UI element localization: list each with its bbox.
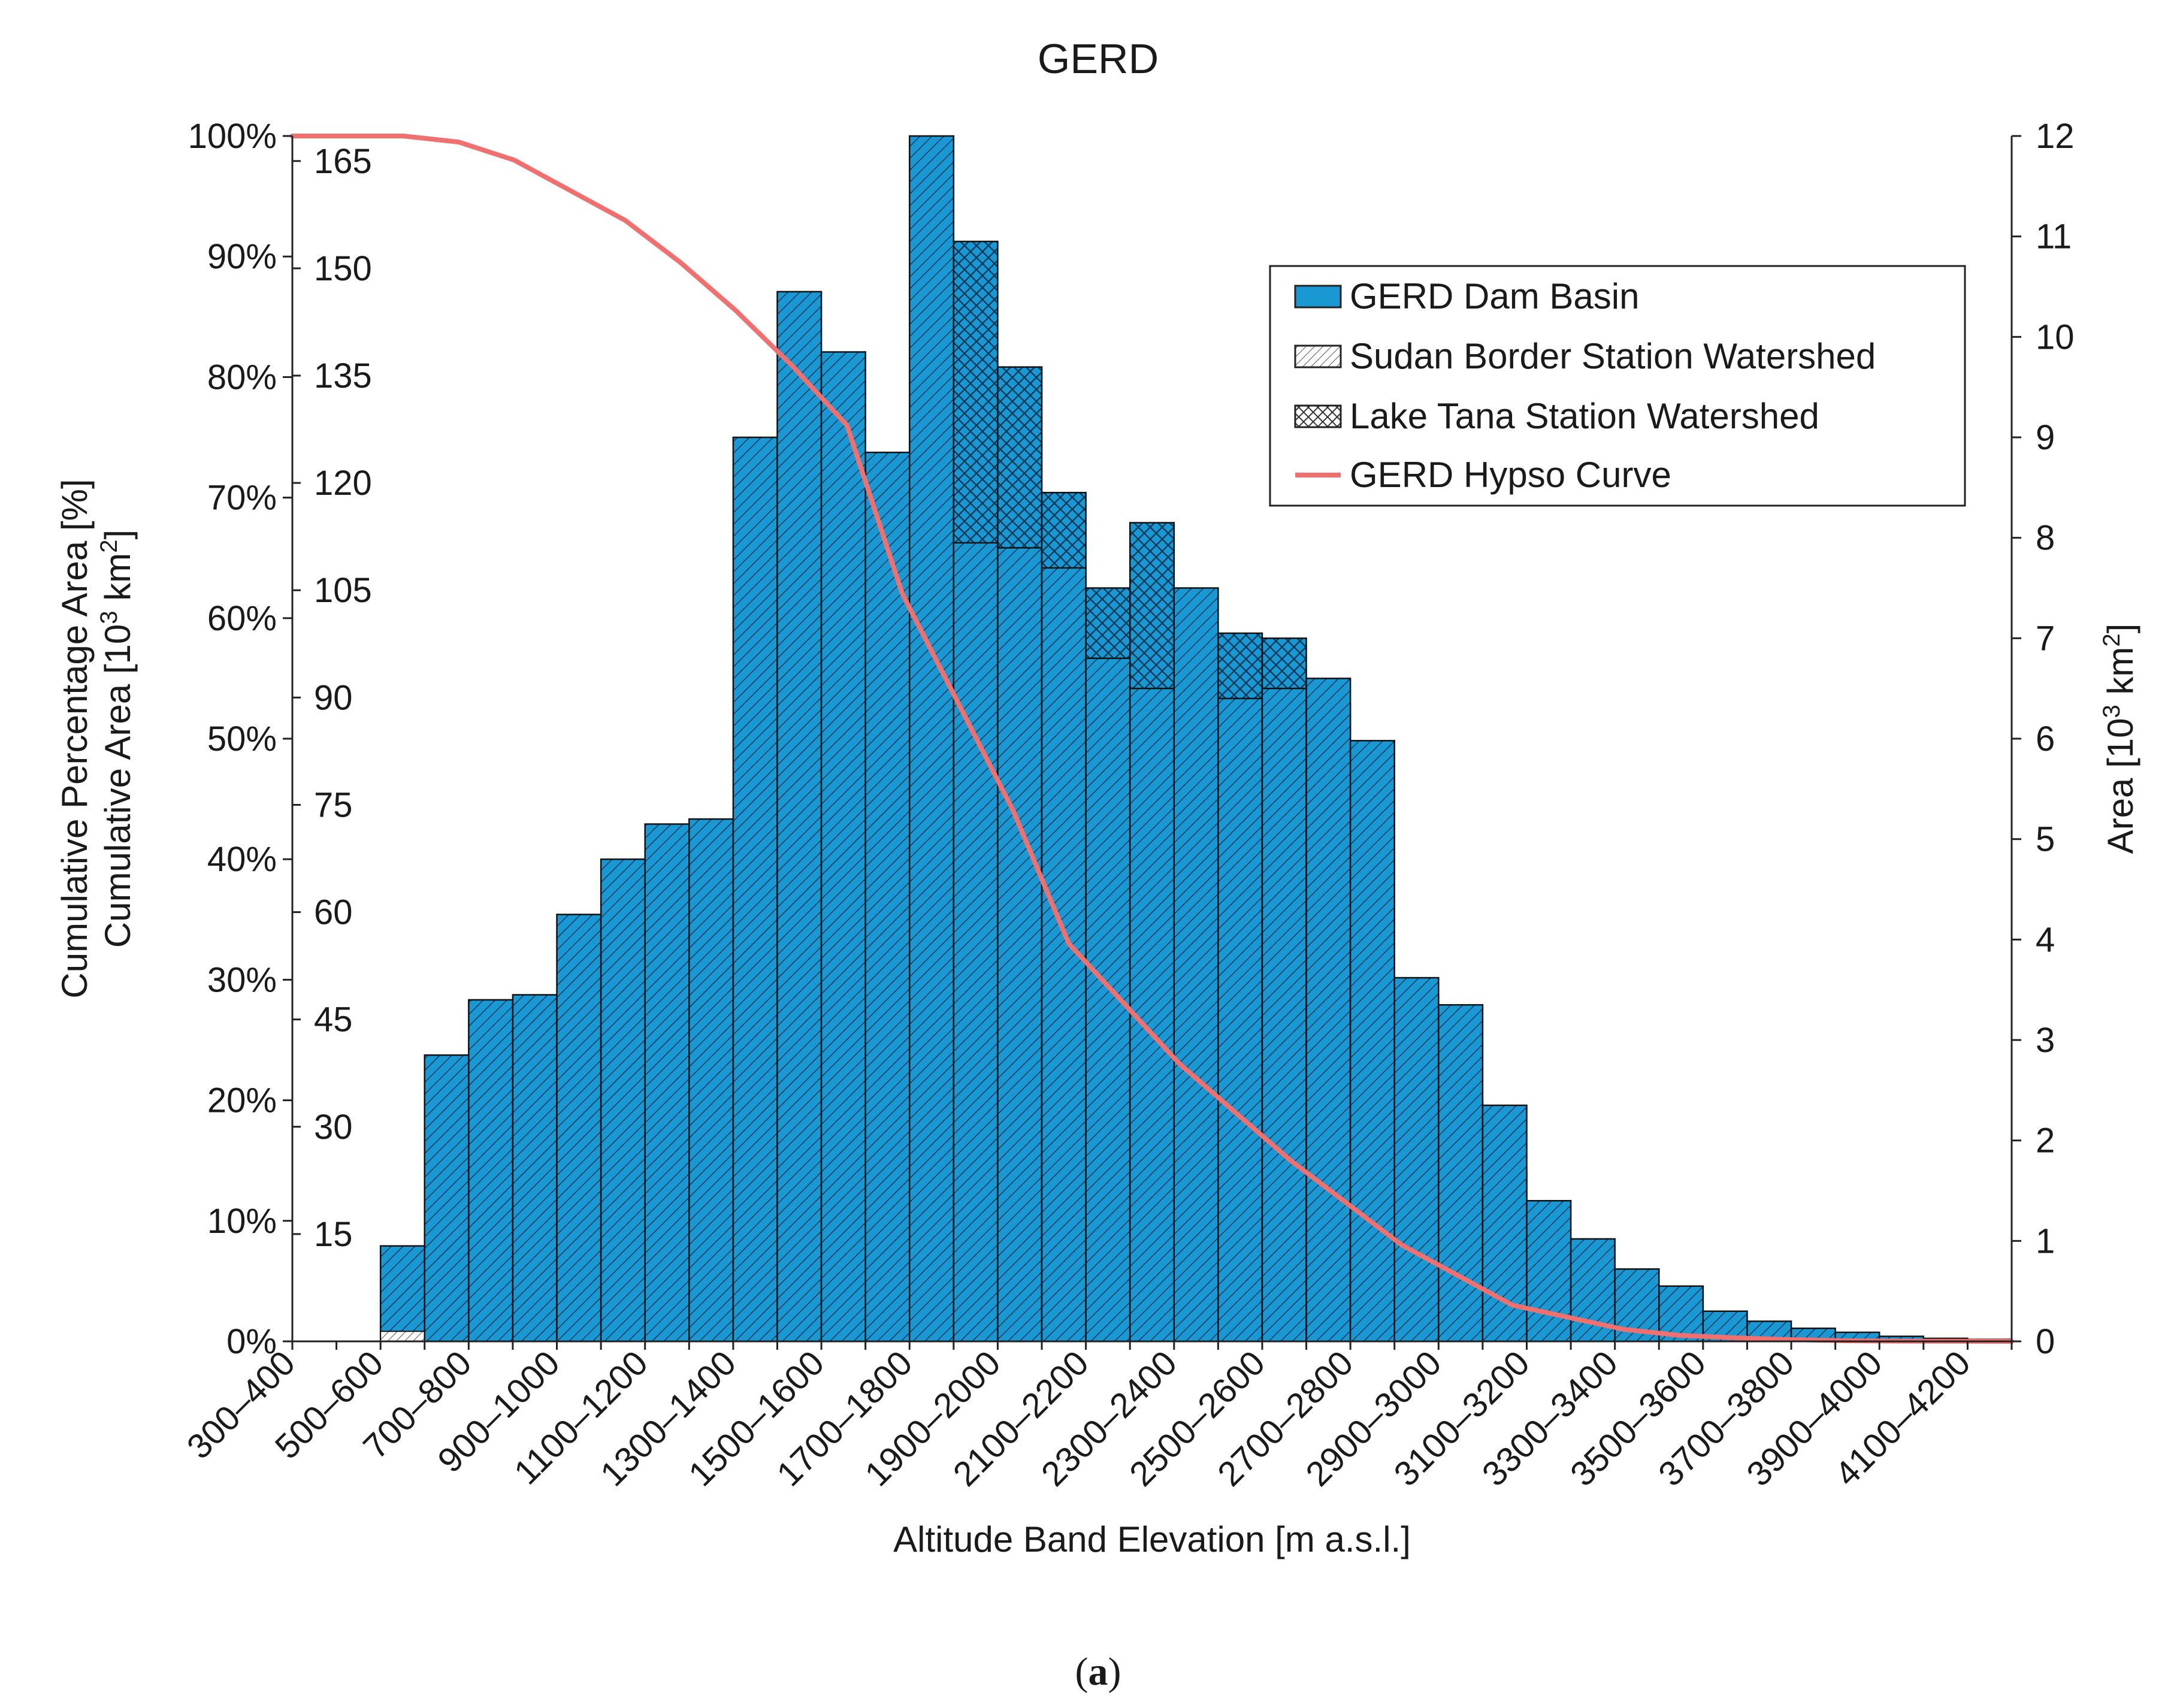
right-tick-label: 1 [2036, 1222, 2055, 1260]
left-pct-tick-label: 80% [207, 358, 277, 397]
left-pct-tick-label: 40% [207, 840, 277, 879]
left-pct-tick-label: 20% [207, 1081, 277, 1120]
bar-basin-900–1000 [556, 914, 602, 1343]
x-axis: 300–400500–600700–800900–10001100–120013… [180, 1341, 2013, 1494]
left-pct-tick-label: 60% [207, 599, 277, 638]
legend-label-tana: Lake Tana Station Watershed [1350, 396, 1819, 436]
right-tick-label: 0 [2036, 1322, 2055, 1361]
right-tick-label: 10 [2036, 318, 2075, 356]
bar-basin-1000–1100 [600, 858, 646, 1343]
bar-tana-1900–2000 [997, 547, 1043, 1343]
bar-basin-600–700 [424, 1054, 470, 1343]
left-pct-tick-label: 100% [188, 117, 277, 156]
right-tick-label: 11 [2036, 217, 2072, 256]
legend-label-hypso: GERD Hypso Curve [1350, 455, 1671, 495]
bar-tana-2900–3000 [1438, 1004, 1484, 1343]
bar-basin-1500–1600 [820, 351, 866, 1343]
bar-basin-500–600 [379, 1245, 426, 1343]
right-tick-label: 2 [2036, 1121, 2055, 1160]
left-axis-title-line1: Cumulative Percentage Area [%] [55, 479, 95, 998]
bar-tana-2400–2500 [1217, 697, 1263, 1343]
bars-layer [379, 135, 2013, 1343]
bar-basin-1400–1500 [776, 291, 823, 1343]
bar-tana-2700–2800 [1349, 740, 1395, 1343]
right-tick-label: 9 [2036, 418, 2055, 457]
left-area-tick-label: 105 [314, 571, 372, 610]
bar-basin-800–900 [512, 994, 558, 1343]
figure-caption: (a) [1075, 1650, 1121, 1694]
bar-tana-2600–2700 [1305, 678, 1351, 1343]
right-tick-label: 3 [2036, 1021, 2055, 1060]
left-pct-tick-label: 10% [207, 1202, 277, 1241]
left-axis-title-line2: Cumulative Area [103 km2] [96, 530, 138, 948]
right-tick-label: 5 [2036, 820, 2055, 859]
left-pct-tick-label: 0% [226, 1322, 277, 1361]
left-area-tick-label: 150 [314, 249, 372, 288]
right-tick-label: 8 [2036, 519, 2055, 558]
left-area-tick-label: 15 [314, 1215, 353, 1254]
bar-basin-1600–1700 [864, 451, 911, 1343]
left-area-tick-label: 90 [314, 678, 353, 717]
left-area-tick-label: 60 [314, 893, 353, 932]
legend-swatch-basin [1294, 285, 1342, 309]
bar-tana-2800–2900 [1393, 977, 1440, 1343]
x-axis-title: Altitude Band Elevation [m a.s.l.] [893, 1519, 1411, 1559]
bar-tana-2300–2400 [1173, 587, 1219, 1343]
legend-swatch-tana [1294, 404, 1342, 428]
left-area-tick-label: 45 [314, 1000, 353, 1039]
left-area-tick-label: 165 [314, 142, 372, 181]
bar-basin-3100–3200 [1526, 1200, 1572, 1343]
bar-tana-2500–2600 [1261, 687, 1307, 1343]
legend: GERD Dam Basin Sudan Border Station Wate… [1269, 265, 1966, 507]
bar-basin-1100–1200 [644, 823, 690, 1343]
bar-tana-1800–1900 [953, 542, 999, 1343]
left-pct-tick-label: 70% [207, 479, 277, 518]
left-area-tick-label: 30 [314, 1108, 353, 1147]
bar-basin-1300–1400 [732, 436, 778, 1343]
right-tick-label: 6 [2036, 720, 2055, 758]
bar-sudan-500–600 [380, 1331, 425, 1343]
right-tick-label: 12 [2036, 117, 2075, 156]
legend-label-basin: GERD Dam Basin [1350, 276, 1639, 316]
bar-basin-700–800 [468, 999, 514, 1343]
bar-tana-3000–3100 [1481, 1104, 1528, 1343]
left-area-tick-label: 120 [314, 464, 372, 503]
hypso-curve-line [290, 134, 2014, 1344]
right-axis-title: Area [103 km2] [2099, 624, 2140, 854]
left-pct-tick-label: 90% [207, 237, 277, 276]
chart-title: GERD [1038, 35, 1159, 82]
left-percent-axis: 0% 10% 20% 30% 40% 50% 60% 70% 80% 90% 100% [188, 117, 292, 1361]
right-tick-label: 7 [2036, 619, 2055, 658]
right-axis-title-text: Area [103 km2] [2099, 624, 2140, 854]
bar-basin-1200–1300 [688, 818, 734, 1343]
legend-box [1269, 265, 1966, 507]
bar-basin-1700–1800 [909, 135, 955, 1343]
left-pct-tick-label: 30% [207, 960, 277, 999]
left-area-tick-label: 135 [314, 356, 372, 395]
left-axis-title: Cumulative Percentage Area [%] Cumulativ… [55, 479, 138, 998]
left-area-axis: 15 30 45 60 75 90 105 120 135 150 165 [292, 142, 372, 1254]
left-pct-tick-label: 50% [207, 720, 277, 758]
right-tick-label: 4 [2036, 920, 2055, 959]
legend-label-sudan: Sudan Border Station Watershed [1350, 336, 1876, 376]
legend-swatch-sudan [1294, 344, 1342, 368]
left-area-tick-label: 75 [314, 785, 353, 824]
